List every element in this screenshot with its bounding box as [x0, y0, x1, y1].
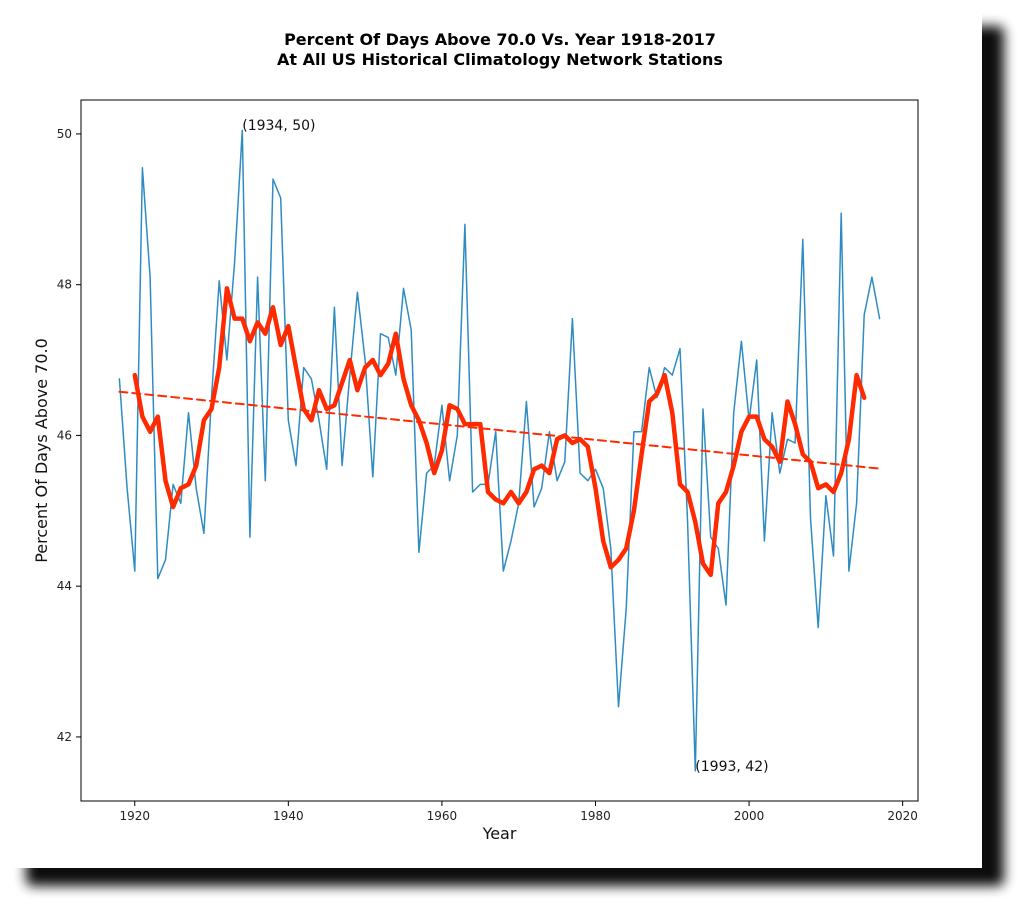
x-tick-label: 1980	[580, 809, 611, 823]
y-tick-label: 42	[57, 730, 72, 744]
annotation-label: (1993, 42)	[695, 759, 768, 775]
x-tick-label: 2000	[734, 809, 765, 823]
y-tick-label: 50	[57, 127, 72, 141]
series-line-dashed	[118, 390, 881, 470]
x-axis-label: Year	[482, 824, 517, 843]
x-tick-label: 1920	[119, 809, 150, 823]
plot-frame	[80, 99, 919, 802]
series-line-thin	[118, 129, 881, 772]
chart-subtitle: At All US Historical Climatology Network…	[277, 50, 723, 69]
y-tick-label: 48	[57, 278, 72, 292]
x-tick-label: 1960	[427, 809, 458, 823]
annotation-label: (1934, 50)	[242, 118, 315, 134]
x-tick-label: 2020	[887, 809, 918, 823]
chart-title: Percent Of Days Above 70.0 Vs. Year 1918…	[284, 30, 716, 49]
y-axis-label: Percent Of Days Above 70.0	[32, 338, 51, 563]
series-layer	[118, 129, 881, 772]
annotations-layer: (1934, 50) (1993, 42)	[242, 118, 768, 775]
y-tick-label: 46	[57, 428, 72, 442]
series-line-thick	[132, 286, 867, 578]
ticks-layer: 1920 1940 1960 1980 2000 2020 42 44 46 48 50	[57, 127, 918, 823]
x-tick-label: 1940	[273, 809, 304, 823]
y-tick-label: 44	[57, 579, 72, 593]
